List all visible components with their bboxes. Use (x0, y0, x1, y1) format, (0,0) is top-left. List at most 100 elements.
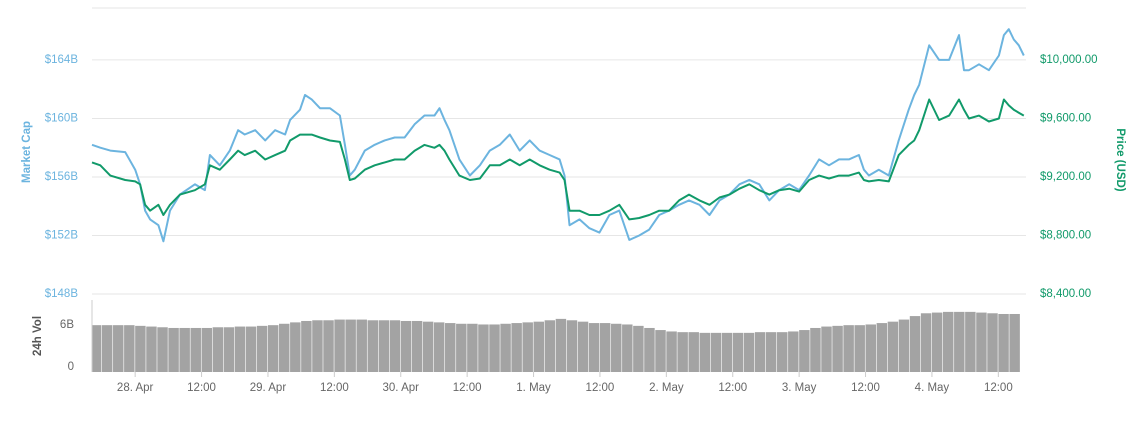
volume-bar (389, 320, 401, 372)
volume-bar (909, 316, 921, 372)
x-tick-label: 12:00 (984, 382, 1013, 394)
volume-bar (113, 325, 124, 372)
series-line (91, 98, 1025, 221)
volume-bar (201, 327, 213, 372)
volume-bar (677, 332, 688, 372)
volume-bar (500, 323, 511, 372)
volume-bar (865, 324, 877, 372)
volume-bar (135, 325, 146, 372)
y-axis-label: Market Cap (21, 121, 33, 183)
volume-bar (323, 320, 334, 372)
volume-bar (699, 332, 711, 372)
volume-bar (688, 332, 699, 372)
volume-bar (732, 332, 744, 372)
volume-bar (721, 332, 733, 372)
volume-bar (400, 320, 412, 372)
x-tick-label: 12:00 (718, 382, 747, 394)
x-tick-label: 1. May (516, 382, 551, 394)
volume-bar (101, 325, 113, 372)
y2-axis-label: Price (USD) (1114, 128, 1126, 191)
volume-bar (422, 321, 434, 372)
volume-bar (245, 326, 257, 372)
y2-tick-label: $10,000.00 (1040, 54, 1098, 66)
volume-bar (489, 324, 500, 372)
volume-bar (931, 312, 943, 372)
volume-bar (577, 321, 589, 372)
volume-bar (190, 327, 201, 372)
volume-bar (212, 327, 224, 372)
volume-bar (965, 311, 976, 372)
volume-bar (599, 323, 611, 372)
series-line (91, 28, 1025, 243)
volume-bar (954, 311, 965, 372)
volume-bar (367, 320, 379, 372)
y-tick-label: $164B (45, 54, 79, 66)
volume-bar (655, 330, 666, 372)
volume-bar (765, 332, 777, 372)
volume-bar (743, 332, 755, 372)
volume-bar (843, 325, 854, 372)
y2-tick-label: $9,200.00 (1040, 171, 1091, 183)
volume-bar (976, 312, 987, 372)
y-tick-label: $160B (45, 112, 79, 124)
volume-bar (456, 323, 467, 372)
volume-bar (223, 327, 235, 372)
volume-bar (898, 319, 910, 372)
x-tick-label: 12:00 (320, 382, 349, 394)
volume-bar (799, 330, 810, 372)
volume-bar (279, 323, 290, 372)
volume-bar (124, 325, 135, 372)
volume-bar (533, 321, 545, 372)
volume-bar (312, 320, 323, 372)
volume-bar (810, 327, 821, 372)
volume-bar (234, 326, 246, 372)
volume-bar (920, 313, 932, 372)
volume-bar (633, 325, 644, 372)
volume-bar (411, 320, 423, 372)
volume-bar (356, 319, 367, 372)
volume-bar (433, 322, 445, 372)
y-tick-label: $152B (45, 230, 79, 242)
volume-bar (611, 323, 622, 372)
volume-bar (92, 325, 102, 372)
volume-bar (777, 332, 788, 372)
x-tick-label: 4. May (915, 382, 950, 394)
x-tick-label: 12:00 (586, 382, 615, 394)
volume-bar (378, 320, 390, 372)
volume-bar (887, 321, 899, 372)
volume-bar (478, 324, 489, 372)
y-tick-label: $156B (45, 171, 79, 183)
x-tick-label: 29. Apr (250, 382, 287, 394)
y2-tick-label: $8,800.00 (1040, 230, 1091, 242)
volume-bar (467, 323, 478, 372)
volume-bar (821, 326, 832, 372)
volume-bar (544, 320, 556, 372)
volume-bar (666, 331, 677, 372)
y2-tick-label: $8,400.00 (1040, 288, 1091, 300)
volume-bar (555, 318, 567, 372)
x-tick-label: 28. Apr (117, 382, 154, 394)
x-tick-label: 3. May (782, 382, 817, 394)
volume-bar (168, 327, 179, 372)
x-tick-label: 12:00 (851, 382, 880, 394)
y-tick-label: 6B (60, 319, 74, 331)
volume-bar (301, 320, 312, 372)
volume-bar (588, 323, 600, 372)
volume-bar (876, 323, 888, 372)
volume-bar (754, 332, 766, 372)
y2-tick-label: $9,600.00 (1040, 113, 1091, 125)
volume-bar (943, 311, 954, 372)
volume-bar (522, 322, 533, 372)
x-tick-label: 30. Apr (383, 382, 420, 394)
volume-bar (511, 323, 522, 372)
volume-bar (445, 323, 456, 372)
volume-bar (256, 325, 268, 372)
volume-bar (710, 332, 722, 372)
x-tick-label: 12:00 (187, 382, 216, 394)
volume-bar (566, 320, 578, 372)
x-tick-label: 2. May (649, 382, 684, 394)
x-tick-label: 12:00 (453, 382, 482, 394)
volume-bar (146, 326, 157, 372)
volume-bar (854, 325, 865, 372)
